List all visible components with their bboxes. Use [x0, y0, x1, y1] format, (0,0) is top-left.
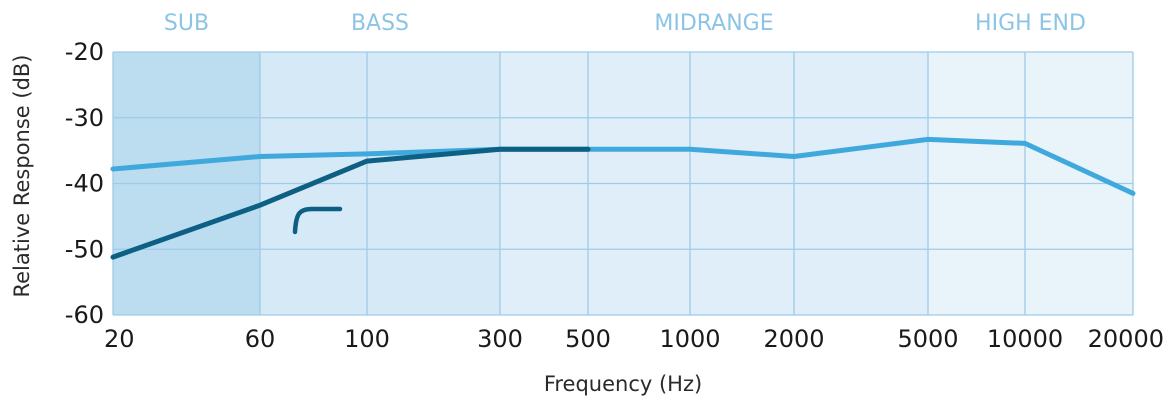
x-tick-label: 60 — [245, 325, 276, 353]
x-tick-label: 5000 — [897, 325, 958, 353]
y-tick-label: -30 — [65, 104, 104, 132]
series-line-1 — [110, 136, 1136, 196]
x-tick-label: 300 — [477, 325, 523, 353]
x-tick-label: 1000 — [659, 325, 720, 353]
series — [110, 136, 1136, 260]
x-tick-label: 500 — [565, 325, 611, 353]
y-tick-label: -20 — [65, 38, 104, 66]
band-label: MIDRANGE — [654, 11, 773, 36]
x-tick-label: 2000 — [763, 325, 824, 353]
frequency-bands: SUB BASS MIDRANGE HIGH END — [113, 11, 1133, 315]
x-tick-label: 20 — [104, 325, 135, 353]
y-tick-label: -50 — [65, 235, 104, 263]
x-tick-label: 10000 — [987, 325, 1063, 353]
band-label: SUB — [164, 11, 209, 36]
y-tick-label: -60 — [65, 301, 104, 329]
y-tick-label: -40 — [65, 170, 104, 198]
band-label: BASS — [351, 11, 409, 36]
band-label: HIGH END — [975, 11, 1086, 36]
x-axis-title: Frequency (Hz) — [544, 372, 702, 396]
x-tick-label: 100 — [344, 325, 390, 353]
grid — [112, 51, 1134, 316]
x-tick-label: 20000 — [1088, 325, 1164, 353]
y-axis-title: Relative Response (dB) — [10, 54, 34, 297]
high-pass-filter-icon — [292, 206, 343, 235]
